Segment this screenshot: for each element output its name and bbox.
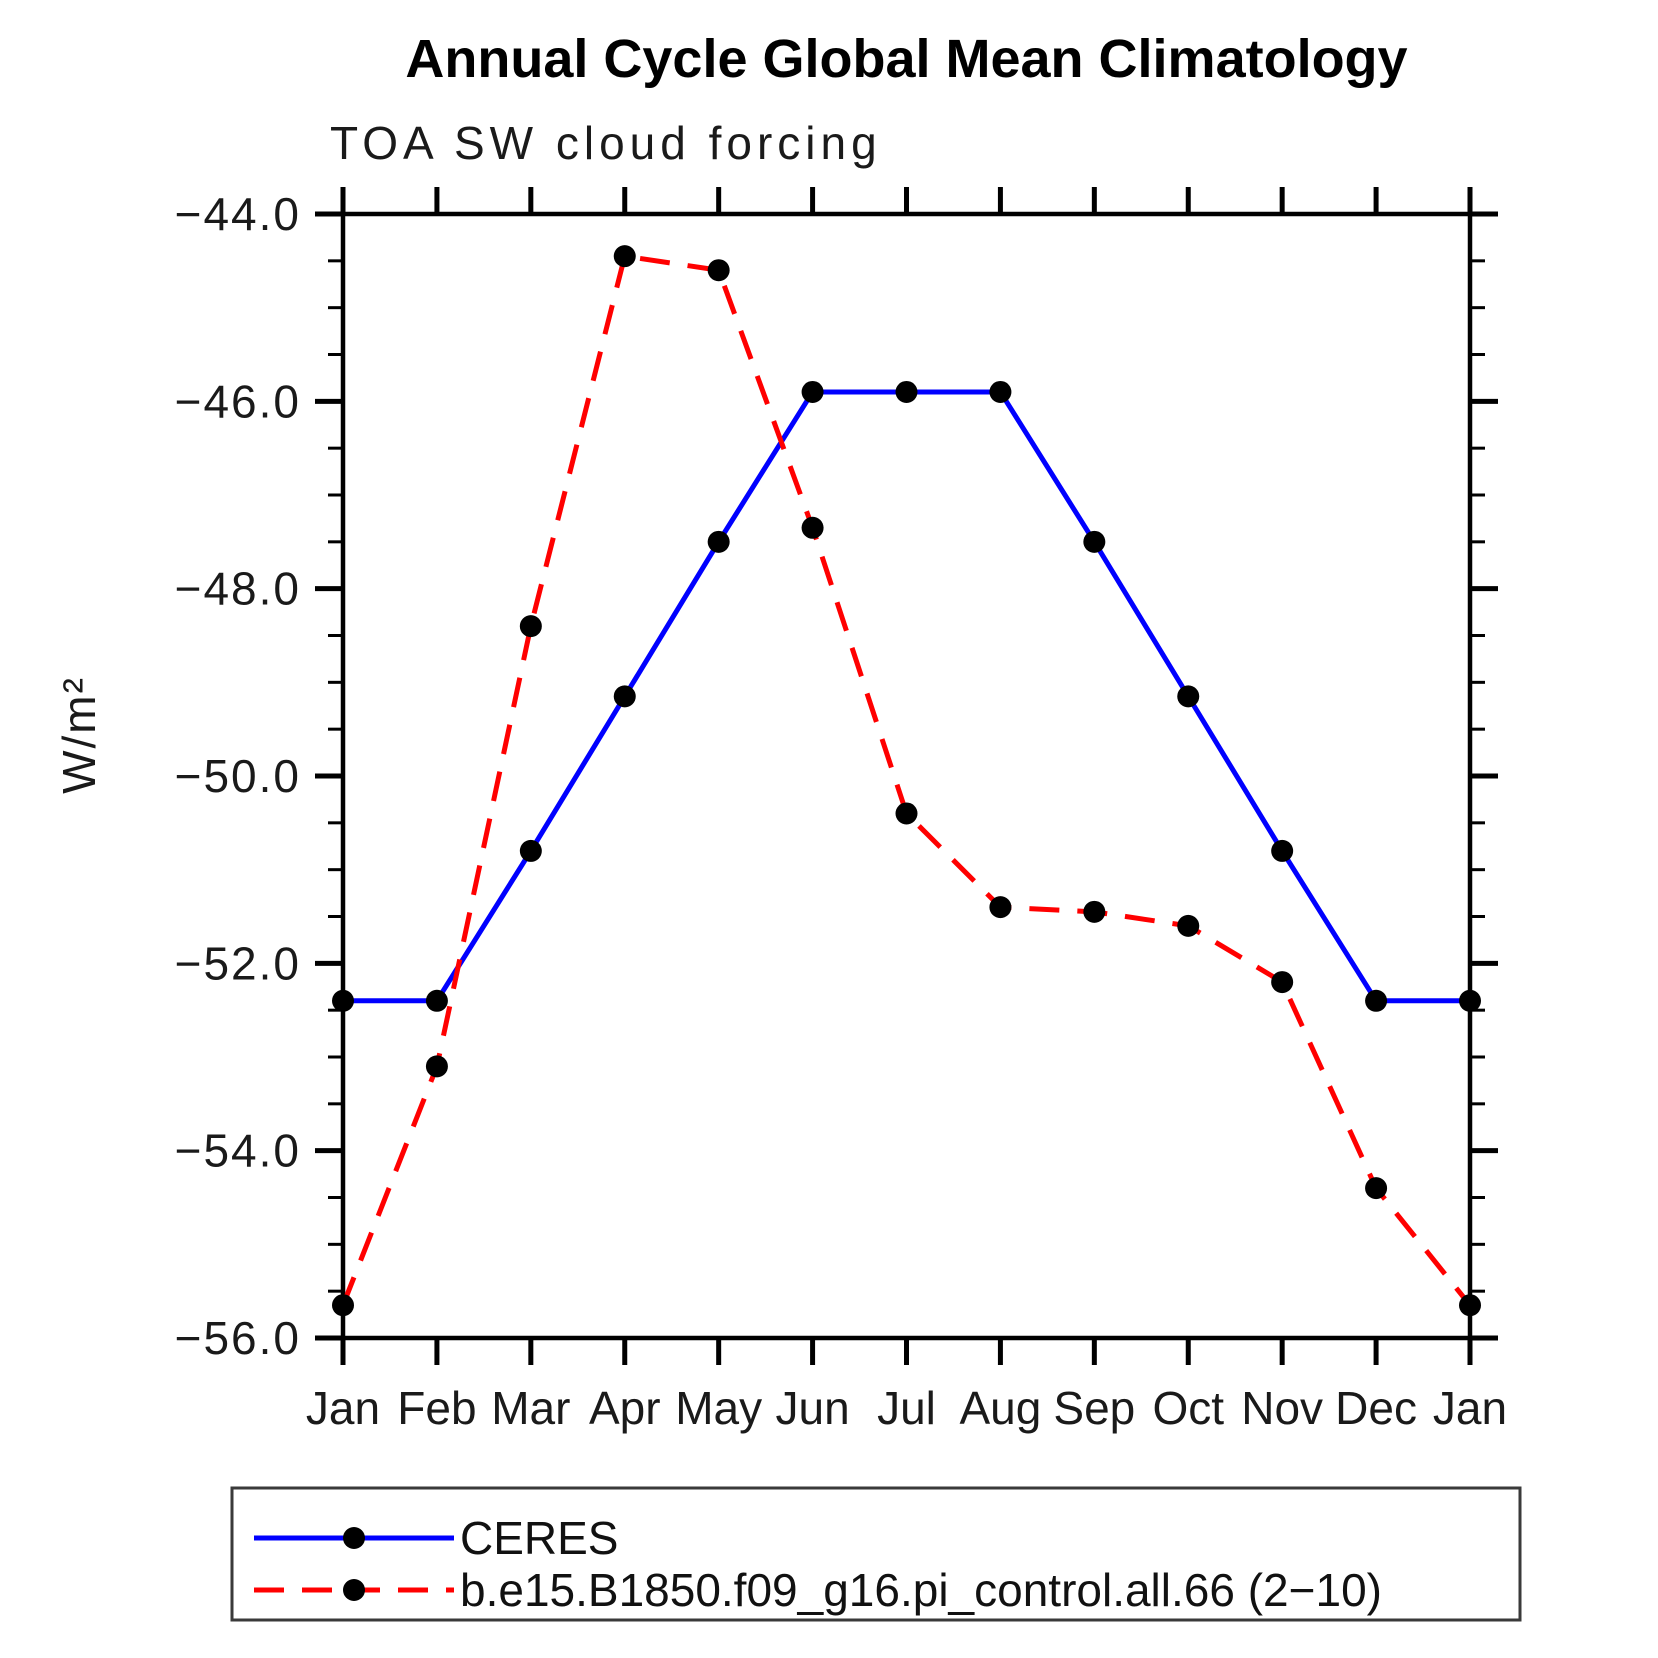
data-point-marker [519,839,542,862]
data-point-marker [1365,989,1388,1012]
x-tick-label: Dec [1335,1382,1417,1434]
data-point-marker [1083,530,1106,553]
chart-title: Annual Cycle Global Mean Climatology [405,29,1408,89]
y-tick-label: −44.0 [175,188,301,240]
data-point-marker [707,530,730,553]
y-tick-label: −56.0 [175,1312,301,1364]
legend-marker [343,1527,365,1549]
x-tick-label: Aug [959,1382,1041,1434]
data-point-marker [1365,1177,1388,1200]
data-point-marker [332,989,354,1012]
x-tick-label: Jan [306,1382,380,1434]
series-line-0 [343,389,1470,1004]
x-tick-label: Jul [877,1382,936,1434]
data-point-marker [895,380,918,403]
y-tick-label: −48.0 [175,563,301,615]
data-point-marker [801,380,824,403]
data-point-marker [1459,1294,1481,1317]
data-point-marker [332,1294,354,1317]
data-point-marker [519,615,542,638]
y-tick-label: −54.0 [175,1125,301,1177]
data-point-marker [1177,914,1200,937]
y-tick-label: −52.0 [175,937,301,989]
y-axis-label: W/m² [53,676,105,794]
data-point-marker [989,380,1012,403]
data-point-marker [707,259,730,282]
x-tick-label: Sep [1053,1382,1135,1434]
data-point-marker [613,685,636,708]
legend-label-0: CERES [460,1512,618,1564]
legend-label-1: b.e15.B1850.f09_g16.pi_control.all.66 (2… [460,1564,1382,1616]
data-point-marker [1271,839,1294,862]
x-tick-label: Jan [1433,1382,1507,1434]
y-tick-label: −46.0 [175,375,301,427]
data-point-marker [425,989,448,1012]
x-tick-label: May [675,1382,762,1434]
series-line-1 [340,253,1472,1307]
data-point-marker [989,896,1012,919]
data-point-marker [425,1055,448,1078]
data-point-marker [1083,900,1106,923]
x-tick-label: Jun [775,1382,849,1434]
data-point-marker [1177,685,1200,708]
legend-box [230,1486,1522,1622]
x-tick-label: Nov [1241,1382,1323,1434]
data-point-marker [613,245,636,268]
data-point-marker [895,802,918,825]
x-tick-label: Feb [397,1382,476,1434]
chart-subtitle: TOA SW cloud forcing [330,117,882,169]
data-point-marker [1459,989,1481,1012]
legend-marker [343,1579,365,1601]
data-point-marker [801,516,824,539]
x-tick-label: Oct [1152,1382,1224,1434]
x-tick-label: Apr [589,1382,661,1434]
data-point-marker [1271,971,1294,994]
y-tick-label: −50.0 [175,750,301,802]
x-tick-label: Mar [491,1382,570,1434]
